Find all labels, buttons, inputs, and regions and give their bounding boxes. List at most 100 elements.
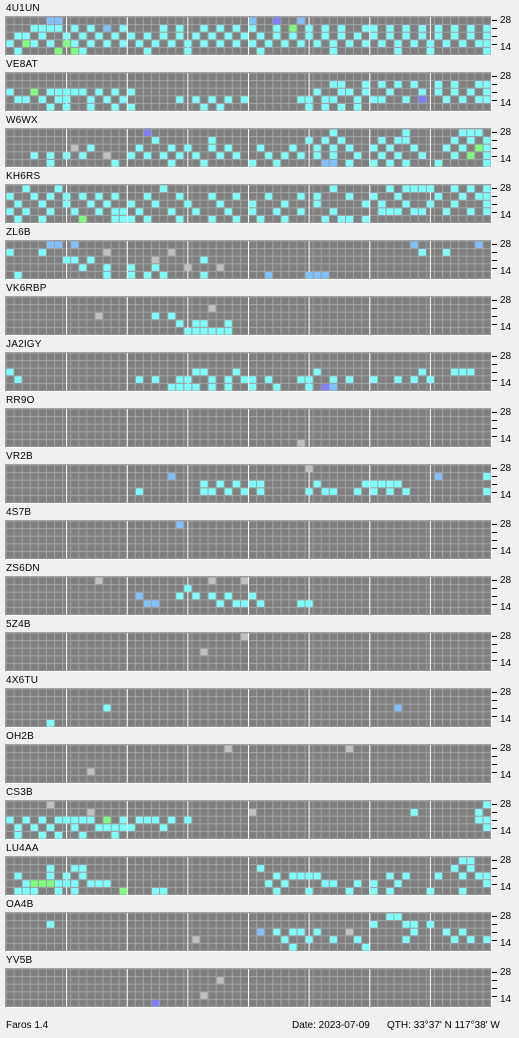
beacon-panel: VR2B 28 14: [0, 449, 519, 505]
signal-cell: [46, 17, 54, 25]
signal-cell: [14, 271, 22, 279]
scale-top-label: 28: [500, 967, 512, 978]
propagation-grid[interactable]: [5, 520, 492, 560]
scale-tick: [492, 772, 497, 773]
scale-tick: [492, 468, 497, 469]
signal-cell: [483, 880, 491, 887]
signal-cell: [216, 25, 224, 32]
signal-cell: [321, 880, 329, 887]
scale-bottom-label: 14: [500, 98, 512, 109]
signal-cell: [475, 96, 483, 103]
signal-cell: [240, 577, 248, 585]
signal-cell: [475, 872, 483, 880]
propagation-grid[interactable]: [5, 16, 492, 56]
signal-cell: [71, 256, 79, 264]
signal-cell: [216, 152, 224, 159]
signal-cell: [168, 383, 176, 391]
scale-tick: [492, 316, 497, 317]
signal-cell: [273, 208, 281, 215]
scale-tick: [492, 268, 497, 269]
propagation-grid[interactable]: [5, 968, 492, 1008]
propagation-grid[interactable]: [5, 72, 492, 112]
propagation-grid[interactable]: [5, 632, 492, 672]
grid-cells: [6, 297, 491, 335]
signal-cell: [418, 25, 426, 32]
signal-cell: [46, 719, 54, 727]
signal-cell: [38, 32, 46, 40]
level-scale: 28 14: [492, 15, 519, 56]
signal-cell: [6, 40, 14, 47]
signal-cell: [168, 144, 176, 152]
signal-cell: [14, 824, 22, 831]
signal-cell: [305, 936, 313, 943]
signal-cell: [127, 200, 135, 208]
propagation-grid[interactable]: [5, 912, 492, 952]
propagation-grid[interactable]: [5, 464, 492, 504]
propagation-grid[interactable]: [5, 240, 492, 280]
signal-cell: [46, 880, 54, 887]
signal-cell: [305, 137, 313, 144]
signal-cell: [55, 816, 63, 824]
signal-cell: [192, 96, 200, 103]
propagation-grid[interactable]: [5, 800, 492, 840]
propagation-grid[interactable]: [5, 296, 492, 336]
propagation-grid[interactable]: [5, 688, 492, 728]
scale-tick: [492, 356, 497, 357]
signal-cell: [38, 249, 46, 256]
signal-cell: [297, 208, 305, 215]
signal-cell: [79, 215, 87, 223]
signal-cell: [297, 17, 305, 25]
propagation-grid[interactable]: [5, 184, 492, 224]
signal-cell: [127, 264, 135, 271]
beacon-callsign: VE8AT: [6, 59, 38, 70]
signal-cell: [6, 368, 14, 376]
signal-cell: [232, 215, 240, 223]
signal-cell: [152, 887, 160, 895]
signal-cell: [208, 215, 216, 223]
signal-cell: [281, 152, 289, 159]
propagation-grid[interactable]: [5, 576, 492, 616]
signal-cell: [216, 327, 224, 335]
scale-tick: [492, 372, 497, 373]
signal-cell: [160, 25, 168, 32]
signal-cell: [483, 40, 491, 47]
signal-cell: [46, 801, 54, 809]
signal-cell: [176, 521, 184, 529]
propagation-grid[interactable]: [5, 352, 492, 392]
signal-cell: [63, 96, 71, 103]
signal-cell: [14, 32, 22, 40]
propagation-grid[interactable]: [5, 128, 492, 168]
signal-cell: [297, 439, 305, 447]
signal-cell: [402, 872, 410, 880]
grid-canvas: [6, 633, 491, 671]
grid-canvas: [6, 521, 491, 559]
signal-cell: [467, 865, 475, 872]
signal-cell: [329, 81, 337, 88]
signal-cell: [443, 208, 451, 215]
beacon-panel: 4S7B 28 14: [0, 505, 519, 561]
signal-cell: [79, 152, 87, 159]
scale-tick: [492, 868, 497, 869]
scale-tick: [492, 148, 497, 149]
level-scale: 28 14: [492, 687, 519, 728]
signal-cell: [87, 25, 95, 32]
propagation-grid[interactable]: [5, 856, 492, 896]
signal-cell: [273, 25, 281, 32]
level-scale: 28 14: [492, 407, 519, 448]
grid-canvas: [6, 129, 491, 167]
signal-cell: [337, 88, 345, 96]
signal-cell: [14, 47, 22, 55]
propagation-grid[interactable]: [5, 744, 492, 784]
current-date: Date: 2023-07-09: [292, 1020, 370, 1031]
scale-top-label: 28: [500, 71, 512, 82]
propagation-grid[interactable]: [5, 408, 492, 448]
signal-cell: [95, 208, 103, 215]
signal-cell: [483, 47, 491, 55]
scale-top-label: 28: [500, 407, 512, 418]
signal-cell: [378, 137, 386, 144]
signal-cell: [289, 872, 297, 880]
signal-cell: [30, 880, 38, 887]
signal-cell: [362, 480, 370, 488]
signal-cell: [95, 577, 103, 585]
beacon-panel: YV5B 28 14: [0, 953, 519, 1009]
